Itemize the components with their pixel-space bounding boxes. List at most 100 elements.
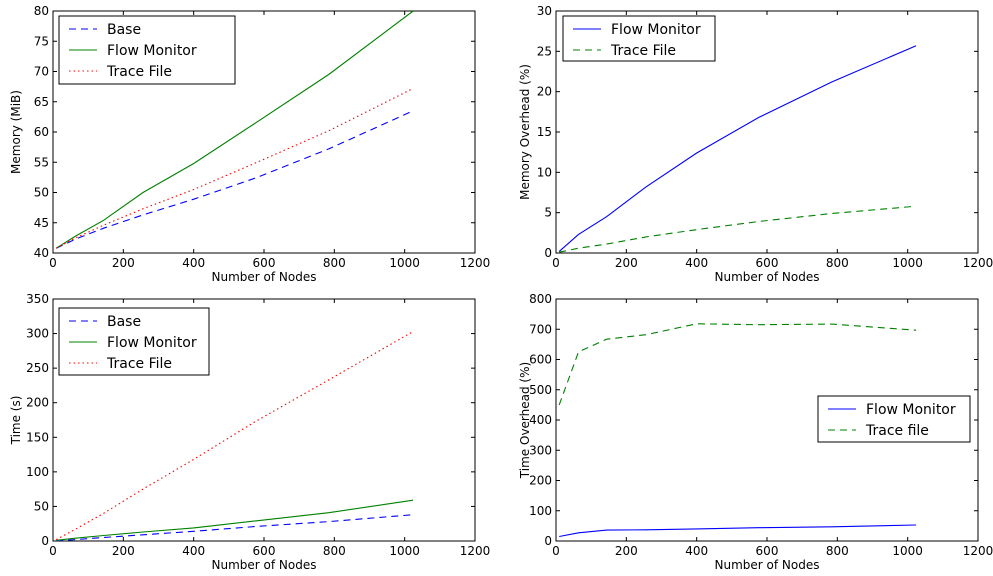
legend-frame bbox=[817, 395, 971, 443]
y-tick-label: 600 bbox=[529, 353, 552, 367]
x-tick-label: 1200 bbox=[460, 256, 491, 270]
y-tick-label: 500 bbox=[529, 383, 552, 397]
y-tick-label: 0 bbox=[544, 246, 552, 260]
y-tick-label: 80 bbox=[34, 4, 49, 18]
series-line-base bbox=[55, 110, 414, 249]
x-tick-label: 600 bbox=[756, 544, 779, 558]
y-tick-label: 350 bbox=[26, 292, 49, 306]
legend-label: Flow Monitor bbox=[107, 43, 197, 59]
series-line-flow-monitor bbox=[559, 524, 917, 538]
y-tick-label: 0 bbox=[544, 534, 552, 548]
x-tick-label: 800 bbox=[826, 256, 849, 270]
y-tick-label: 300 bbox=[529, 443, 552, 457]
series-line-flow-monitor bbox=[558, 45, 917, 252]
legend-label: Trace File bbox=[610, 43, 676, 59]
x-axis-label: Number of Nodes bbox=[212, 558, 317, 572]
y-tick-label: 55 bbox=[34, 155, 49, 169]
y-tick-label: 400 bbox=[529, 413, 552, 427]
x-tick-label: 1200 bbox=[963, 256, 993, 270]
x-tick-label: 1000 bbox=[389, 544, 420, 558]
legend: Base Flow Monitor Trace File bbox=[58, 15, 236, 85]
legend-label: Flow Monitor bbox=[611, 22, 701, 38]
y-tick-label: 0 bbox=[41, 534, 49, 548]
x-tick-label: 1000 bbox=[389, 256, 420, 270]
y-tick-label: 50 bbox=[34, 186, 49, 200]
y-tick-label: 40 bbox=[34, 246, 49, 260]
y-tick-label: 45 bbox=[34, 216, 49, 230]
y-tick-label: 100 bbox=[529, 504, 552, 518]
y-axis-label: Time (s) bbox=[9, 396, 23, 446]
y-axis-label: Time Overhead (%) bbox=[518, 362, 532, 479]
series-line-trace-file bbox=[55, 331, 414, 541]
y-tick-label: 70 bbox=[34, 65, 49, 79]
y-axis-label: Memory Overhead (%) bbox=[518, 64, 532, 200]
x-tick-label: 200 bbox=[615, 544, 638, 558]
y-tick-label: 300 bbox=[26, 327, 49, 341]
legend-label: Trace File bbox=[106, 356, 172, 372]
x-tick-label: 600 bbox=[756, 256, 779, 270]
legend-label: Flow Monitor bbox=[107, 335, 197, 351]
legend: Flow Monitor Trace file bbox=[817, 395, 971, 443]
x-tick-label: 600 bbox=[253, 544, 276, 558]
x-tick-label: 0 bbox=[49, 544, 57, 558]
x-tick-label: 800 bbox=[826, 544, 849, 558]
x-tick-label: 1200 bbox=[963, 544, 993, 558]
x-tick-label: 800 bbox=[323, 544, 346, 558]
series-line-trace-file bbox=[558, 323, 917, 406]
legend: Base Flow Monitor Trace File bbox=[58, 307, 210, 376]
legend-label: Trace file bbox=[865, 423, 929, 439]
x-tick-label: 1200 bbox=[460, 544, 491, 558]
x-tick-label: 1000 bbox=[892, 544, 923, 558]
series-line-trace-file bbox=[55, 87, 414, 249]
x-axis-label: Number of Nodes bbox=[715, 558, 820, 572]
x-tick-label: 400 bbox=[685, 256, 708, 270]
y-tick-label: 700 bbox=[529, 322, 552, 336]
x-tick-label: 0 bbox=[552, 256, 560, 270]
x-tick-label: 0 bbox=[49, 256, 57, 270]
legend-frame bbox=[562, 15, 716, 62]
y-tick-label: 150 bbox=[26, 430, 49, 444]
y-tick-label: 65 bbox=[34, 95, 49, 109]
legend-label: Base bbox=[107, 314, 141, 330]
y-axis-label: Memory (MiB) bbox=[9, 90, 23, 174]
legend: Flow Monitor Trace File bbox=[562, 15, 716, 62]
x-axis-label: Number of Nodes bbox=[212, 270, 317, 284]
x-tick-label: 400 bbox=[182, 256, 205, 270]
legend-label: Base bbox=[107, 22, 141, 38]
series-line-flow-monitor bbox=[56, 499, 414, 541]
y-tick-label: 15 bbox=[537, 125, 552, 139]
series-line-trace-file bbox=[559, 205, 917, 253]
x-tick-label: 400 bbox=[182, 544, 205, 558]
legend-label: Flow Monitor bbox=[866, 402, 956, 418]
y-tick-label: 800 bbox=[529, 292, 552, 306]
panel-3: 0 200 400 600 800 1000 1200 0 100 200 300 400 500 600… bbox=[518, 292, 993, 572]
panel-1: 0 200 400 600 800 1000 1200 0 5 10 15 20 25 30 Number … bbox=[518, 4, 993, 284]
legend-label: Trace File bbox=[106, 64, 172, 80]
x-tick-label: 400 bbox=[685, 544, 708, 558]
y-tick-label: 25 bbox=[537, 44, 552, 58]
panel-0: 0 200 400 600 800 1000 1200 40 45 50 55 60 65 70 75 80 N… bbox=[9, 4, 490, 284]
x-tick-label: 0 bbox=[552, 544, 560, 558]
y-tick-label: 20 bbox=[537, 85, 552, 99]
x-tick-label: 200 bbox=[112, 256, 135, 270]
y-tick-label: 75 bbox=[34, 34, 49, 48]
y-tick-label: 200 bbox=[529, 474, 552, 488]
series-line-flow-monitor bbox=[55, 11, 414, 249]
y-tick-label: 30 bbox=[537, 4, 552, 18]
x-axis-label: Number of Nodes bbox=[715, 270, 820, 284]
x-tick-label: 800 bbox=[323, 256, 346, 270]
x-tick-label: 1000 bbox=[892, 256, 923, 270]
y-tick-label: 100 bbox=[26, 465, 49, 479]
y-tick-label: 200 bbox=[26, 396, 49, 410]
y-tick-label: 60 bbox=[34, 125, 49, 139]
x-tick-label: 200 bbox=[615, 256, 638, 270]
y-tick-label: 250 bbox=[26, 361, 49, 375]
y-tick-label: 5 bbox=[544, 206, 552, 220]
panel-2: 0 200 400 600 800 1000 1200 0 50 100 150 200 250 300 3… bbox=[9, 292, 490, 572]
y-tick-label: 10 bbox=[537, 165, 552, 179]
x-tick-label: 600 bbox=[253, 256, 276, 270]
series-line-base bbox=[56, 514, 414, 541]
x-tick-label: 200 bbox=[112, 544, 135, 558]
y-tick-label: 50 bbox=[34, 499, 49, 513]
